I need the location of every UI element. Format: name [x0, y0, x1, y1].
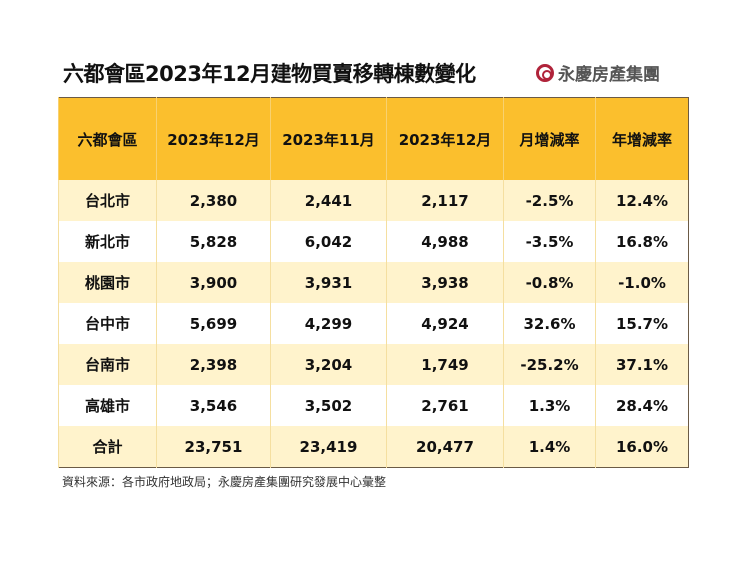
table-cell: 37.1% [595, 344, 689, 385]
table-cell: 台中市 [58, 303, 157, 344]
table-cell: 3,546 [156, 385, 271, 426]
table-cell: 1.3% [503, 385, 596, 426]
table-cell: 12.4% [595, 180, 689, 221]
logo-text: 永慶房產集團 [558, 65, 660, 85]
table-cell: 20,477 [386, 426, 504, 468]
table-cell: 3,938 [386, 262, 504, 303]
table-cell: 4,299 [270, 303, 387, 344]
table-cell: 5,699 [156, 303, 271, 344]
table-row: 台北市 2,380 2,441 2,117 -2.5% 12.4% [58, 180, 689, 221]
table-cell: 2,380 [156, 180, 271, 221]
table-cell: 1.4% [503, 426, 596, 468]
column-header: 2023年12月 [156, 97, 271, 180]
logo-icon [536, 63, 554, 82]
table-header-row: 六都會區 2023年12月 2023年11月 2023年12月 月增減率 年增減率 [58, 97, 689, 180]
table-cell: 桃園市 [58, 262, 157, 303]
source-note: 資料來源：各市政府地政局；永慶房產集團研究發展中心彙整 [62, 475, 387, 489]
table-cell: -2.5% [503, 180, 596, 221]
total-row: 合計 23,751 23,419 20,477 1.4% 16.0% [58, 426, 689, 468]
table-cell: 15.7% [595, 303, 689, 344]
table-cell: 23,419 [270, 426, 387, 468]
table-cell: -25.2% [503, 344, 596, 385]
table-cell: 32.6% [503, 303, 596, 344]
table-cell: 新北市 [58, 221, 157, 262]
table-cell: -0.8% [503, 262, 596, 303]
column-header: 六都會區 [58, 97, 157, 180]
table-cell: 高雄市 [58, 385, 157, 426]
table-cell: 16.8% [595, 221, 689, 262]
table-cell: 2,761 [386, 385, 504, 426]
table-cell: 4,924 [386, 303, 504, 344]
table-cell: 3,900 [156, 262, 271, 303]
table-row: 高雄市 3,546 3,502 2,761 1.3% 28.4% [58, 385, 689, 426]
table-cell: 台北市 [58, 180, 157, 221]
column-header: 2023年12月 [386, 97, 504, 180]
column-header: 年增減率 [595, 97, 689, 180]
table-row: 桃園市 3,900 3,931 3,938 -0.8% -1.0% [58, 262, 689, 303]
table-cell: 16.0% [595, 426, 689, 468]
table-cell: 23,751 [156, 426, 271, 468]
logo: 永慶房產集團 [536, 60, 660, 85]
column-header: 2023年11月 [270, 97, 387, 180]
data-table: 六都會區 2023年12月 2023年11月 2023年12月 月增減率 年增減率 台北市… [58, 97, 689, 468]
table-cell: 台南市 [58, 344, 157, 385]
table-cell: 2,441 [270, 180, 387, 221]
table-cell: 合計 [58, 426, 157, 468]
table-cell: 3,204 [270, 344, 387, 385]
table-cell: -3.5% [503, 221, 596, 262]
column-header: 月增減率 [503, 97, 596, 180]
table-row: 台中市 5,699 4,299 4,924 32.6% 15.7% [58, 303, 689, 344]
table-cell: 3,931 [270, 262, 387, 303]
table-cell: -1.0% [595, 262, 689, 303]
table-cell: 6,042 [270, 221, 387, 262]
table-cell: 4,988 [386, 221, 504, 262]
page-title: 六都會區2023年12月建物買賣移轉棟數變化 [63, 62, 476, 86]
table-cell: 3,502 [270, 385, 387, 426]
table-cell: 1,749 [386, 344, 504, 385]
table-cell: 28.4% [595, 385, 689, 426]
table-cell: 2,398 [156, 344, 271, 385]
table-cell: 5,828 [156, 221, 271, 262]
table-row: 新北市 5,828 6,042 4,988 -3.5% 16.8% [58, 221, 689, 262]
table-row: 台南市 2,398 3,204 1,749 -25.2% 37.1% [58, 344, 689, 385]
table-cell: 2,117 [386, 180, 504, 221]
